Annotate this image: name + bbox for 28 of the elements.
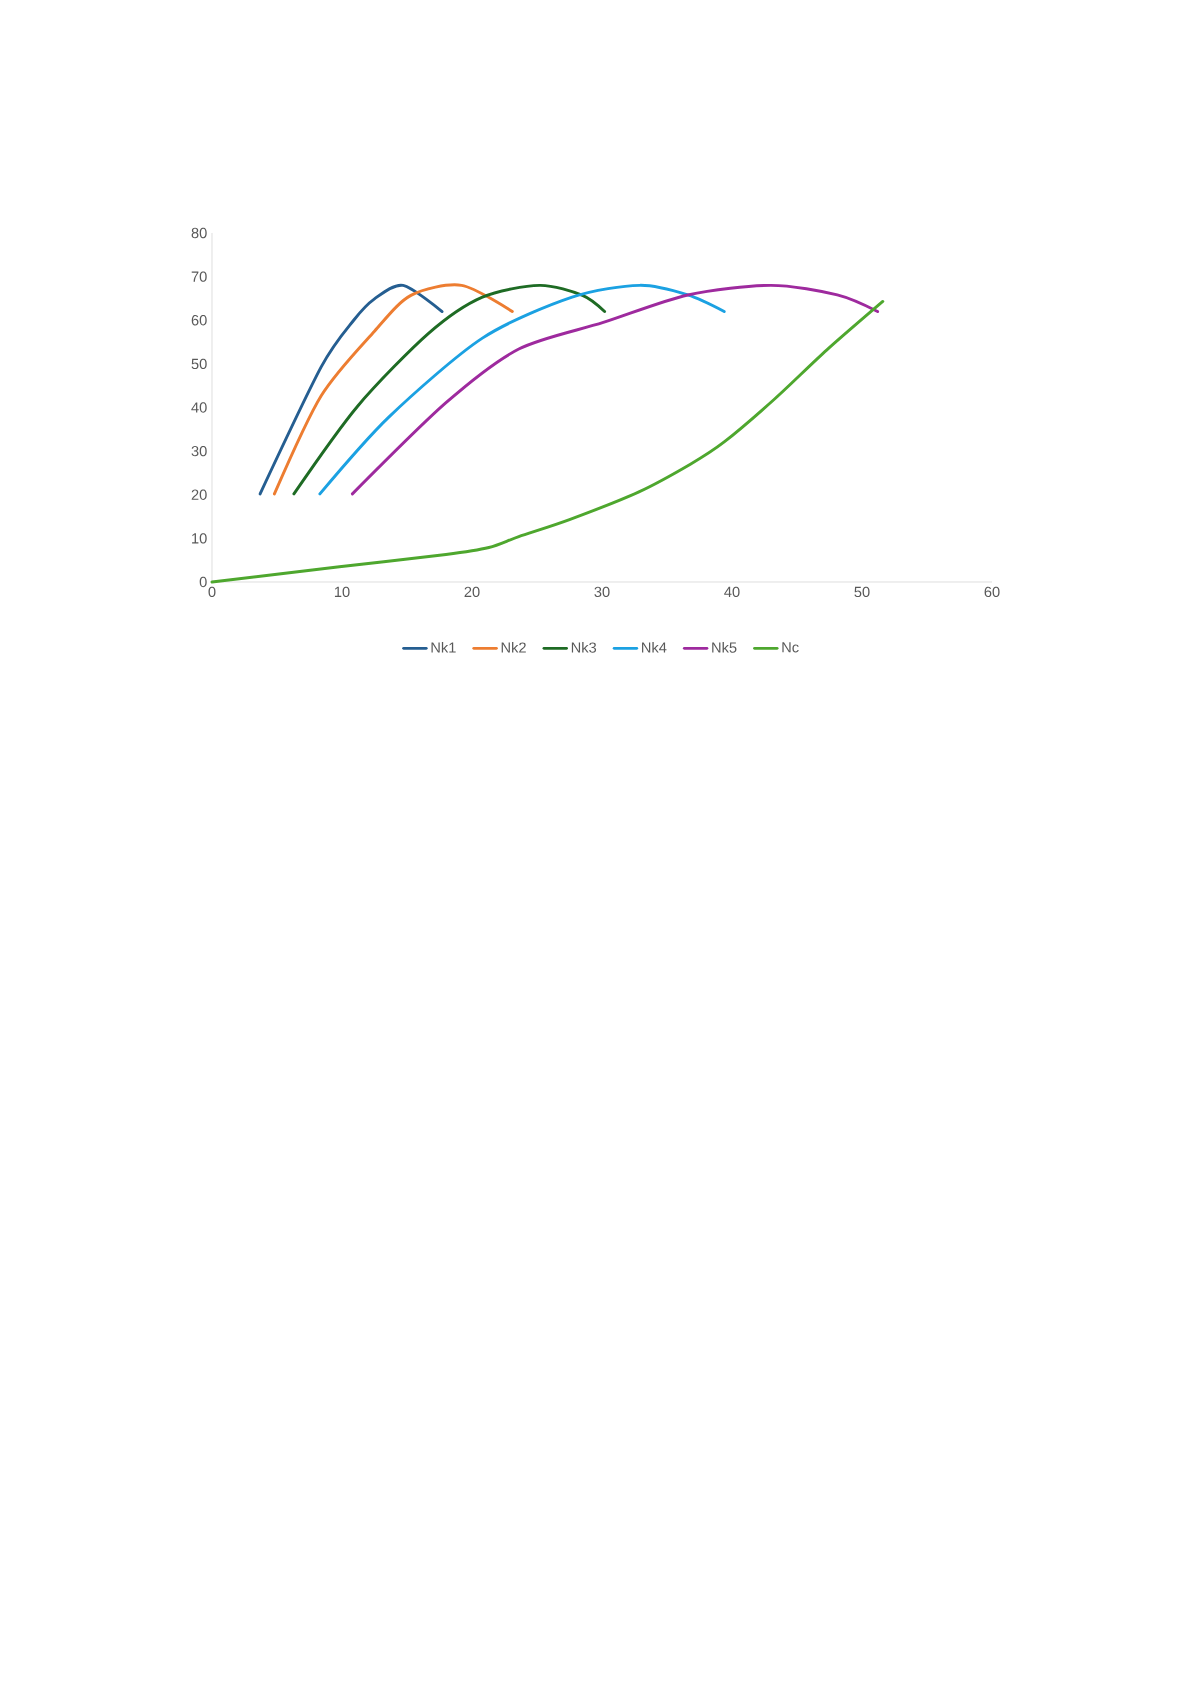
legend-label: Nk2 — [501, 641, 526, 653]
x-tick-label: 50 — [854, 586, 870, 598]
x-tick-label: 20 — [464, 586, 480, 598]
line-series — [272, 283, 514, 496]
x-tick-label: 60 — [984, 586, 1000, 598]
y-tick-label: 50 — [191, 358, 207, 370]
line-series — [292, 283, 607, 496]
legend-label: Nk3 — [571, 641, 597, 653]
y-tick-label: 70 — [191, 271, 207, 282]
x-tick-label: 30 — [594, 586, 610, 598]
y-tick-label: 20 — [191, 489, 207, 500]
y-tick-label: 0 — [199, 576, 207, 588]
y-tick-label: 10 — [192, 533, 207, 544]
line-series — [258, 283, 444, 496]
x-tick-label: 10 — [334, 586, 350, 598]
legend-label: Nk5 — [712, 641, 737, 653]
x-tick-label: 40 — [724, 586, 740, 598]
legend-label: Nc — [782, 642, 799, 653]
line-series — [318, 283, 726, 496]
legend-label: Nk4 — [642, 641, 667, 653]
x-tick-label: 0 — [208, 586, 216, 598]
y-tick-label: 60 — [191, 315, 207, 326]
y-tick-label: 30 — [191, 445, 207, 457]
line-series — [350, 283, 880, 496]
legend-label: Nk1 — [431, 641, 456, 653]
line-series — [210, 300, 885, 584]
y-tick-label: 80 — [191, 227, 207, 239]
y-tick-label: 40 — [191, 402, 207, 413]
